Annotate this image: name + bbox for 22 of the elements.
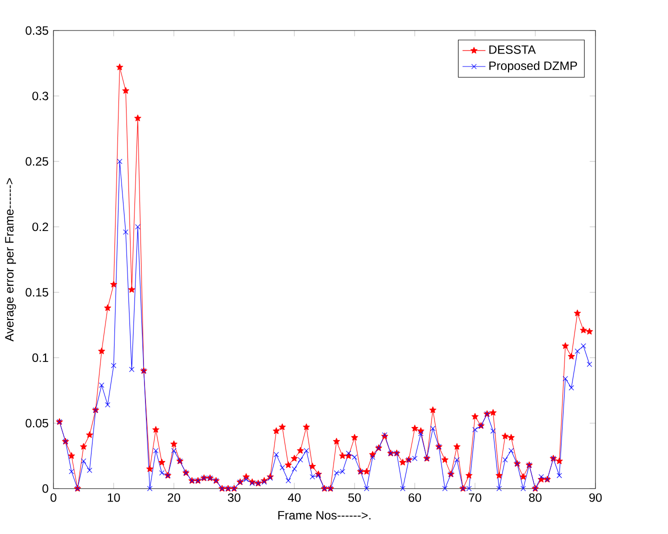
x-tick-label: 20 xyxy=(168,493,180,502)
y-tick-label: 0.1 xyxy=(32,353,48,362)
y-tick-label: 0 xyxy=(42,484,48,493)
y-tick-label: 0.3 xyxy=(32,92,48,100)
x-tick-label: 50 xyxy=(348,493,361,502)
y-tick-label: 0.2 xyxy=(32,222,48,231)
x-tick-label: 60 xyxy=(408,493,422,502)
y-tick-label: 0.15 xyxy=(26,288,48,296)
x-tick-label: 30 xyxy=(228,493,240,502)
legend-label: DESSTA xyxy=(489,45,536,54)
y-tick-label: 0.35 xyxy=(26,26,48,35)
x-tick-label: 70 xyxy=(468,493,482,502)
x-axis-title: Frame Nos------>. xyxy=(278,510,370,520)
x-tick-label: 90 xyxy=(589,493,602,502)
y-tick-label: 0.05 xyxy=(26,418,48,428)
y-tick-label: 0.25 xyxy=(26,156,48,166)
x-tick-label: 40 xyxy=(288,493,301,502)
x-tick-label: 10 xyxy=(108,493,120,502)
legend-label: Proposed DZMP xyxy=(489,60,577,72)
x-tick-label: 0 xyxy=(50,493,56,502)
y-axis-title: Average error per Frame------> xyxy=(5,178,16,342)
x-tick-label: 80 xyxy=(529,493,542,502)
